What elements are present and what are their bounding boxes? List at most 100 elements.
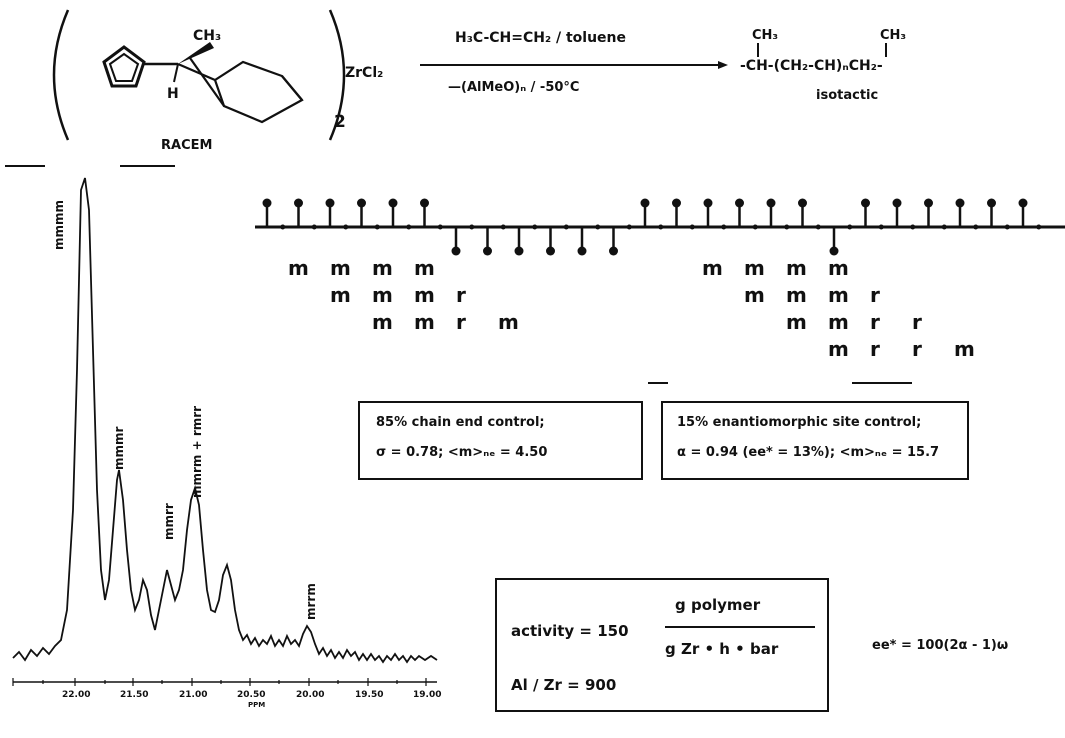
chain-carbon [878,224,884,230]
methyl-group [672,198,681,208]
methyl-group [388,198,398,208]
product-caption: isotactic [816,88,879,103]
x-ticks [12,678,427,686]
methyl-group [829,246,839,256]
product-branch-bonds [757,43,887,57]
chain-carbon [437,224,443,230]
tacticity-mark: m [414,310,435,334]
cyclohexyl-ring [177,57,304,124]
tick-label: 19.50 [355,690,384,700]
chain-end-control-box: 85% chain end control; σ = 0.78; <m>ₙₑ =… [358,401,643,480]
ee-formula: ee* = 100(2α - 1)ω [872,638,1009,653]
chain-carbon [941,224,947,230]
tick-label: 21.50 [120,690,149,700]
activity-label: activity = 150 [511,622,629,640]
chain-carbon [1004,224,1010,230]
methyl-group [640,198,650,208]
peak-label-mmrm-rmrr: mmrm + rmrr [190,405,204,498]
chain-carbon [721,224,727,230]
chain-carbon [374,224,380,230]
site-line1: 15% enantiomorphic site control; [677,415,922,430]
tacticity-mark: m [954,337,975,361]
right-paren [328,9,346,141]
tacticity-mark: m [828,256,849,280]
rule-line [648,382,668,384]
methyl-group [294,198,303,208]
tacticity-mark: m [744,283,765,307]
methyl-group [766,198,776,208]
chain-carbon [595,224,601,230]
chain-carbon [532,224,538,230]
catalyst-structure [52,9,346,141]
chain-carbon [847,224,853,230]
methyl-group [325,198,335,208]
tacticity-mark: m [828,310,849,334]
tacticity-mark: m [828,283,849,307]
product-ch3-right: CH₃ [880,28,907,43]
tick-label: 20.50 [237,690,266,700]
methyl-group [735,198,744,208]
h-bond [173,63,179,83]
chain-carbon [973,224,979,230]
site-control-box: 15% enantiomorphic site control; α = 0.9… [661,401,969,480]
hydrogen-label: H [167,86,179,102]
peak-label-mrrm: mrrm [304,583,318,620]
left-paren [52,9,70,141]
peak-label-mmrr: mmrr [162,503,176,540]
activity-numerator: g polymer [675,596,761,614]
chain-carbon [815,224,821,230]
chain-carbon [311,224,317,230]
methyl-group [262,198,272,208]
tacticity-mark: r [456,283,466,307]
methyl-group [609,246,618,256]
site-line2: α = 0.94 (ee* = 13%); <m>ₙₑ = 15.7 [677,445,940,460]
chain-carbon [469,224,475,230]
catalyst-subscript: 2 [334,112,346,132]
tick-label: 20.00 [296,690,325,700]
methyl-group [798,198,807,208]
tacticity-mark: m [828,337,849,361]
tacticity-mark: m [744,256,765,280]
nmr-spectrum [12,177,438,686]
rule-line [5,165,45,167]
chain-carbon [280,224,286,230]
tacticity-mark: r [870,310,880,334]
reagent-label: H₃C-CH=CH₂ / toluene [455,30,626,46]
chain-carbon [910,224,916,230]
polymer-chain [255,198,1065,256]
al-zr-ratio: Al / Zr = 900 [511,676,617,694]
metal-label: ZrCl₂ [345,65,384,81]
racem-caption: RACEM [161,138,213,153]
methyl-label: CH₃ [193,28,222,44]
tacticity-mark: r [870,337,880,361]
methyl-group [924,198,933,208]
chain-end-line2: σ = 0.78; <m>ₙₑ = 4.50 [376,445,548,460]
tick-label: 22.00 [62,690,91,700]
rule-line [120,165,175,167]
methyl-group [1018,198,1028,208]
product-ch3-left: CH₃ [752,28,779,43]
spectrum-trace [12,177,438,664]
wedge-bond [178,42,214,64]
tacticity-mark: m [372,256,393,280]
chain-substituents [262,198,1042,256]
methyl-group [703,198,713,208]
tacticity-mark: m [372,310,393,334]
methyl-group [861,198,870,208]
methyl-group [955,198,965,208]
peak-label-mmmr: mmmr [112,426,126,470]
fraction-bar [665,626,815,628]
tacticity-mark: r [912,310,922,334]
chain-end-line1: 85% chain end control; [376,415,545,430]
methyl-group [546,246,555,256]
chain-carbon [784,224,790,230]
tacticity-mark: m [288,256,309,280]
activity-denominator: g Zr • h • bar [665,640,779,658]
tacticity-mark: m [414,256,435,280]
chain-carbon [563,224,569,230]
tacticity-mark: r [456,310,466,334]
product-chain: -CH-(CH₂-CH)ₙCH₂- [740,58,883,74]
methyl-group [451,246,461,256]
tacticity-mark: m [498,310,519,334]
chain-carbon [500,224,506,230]
